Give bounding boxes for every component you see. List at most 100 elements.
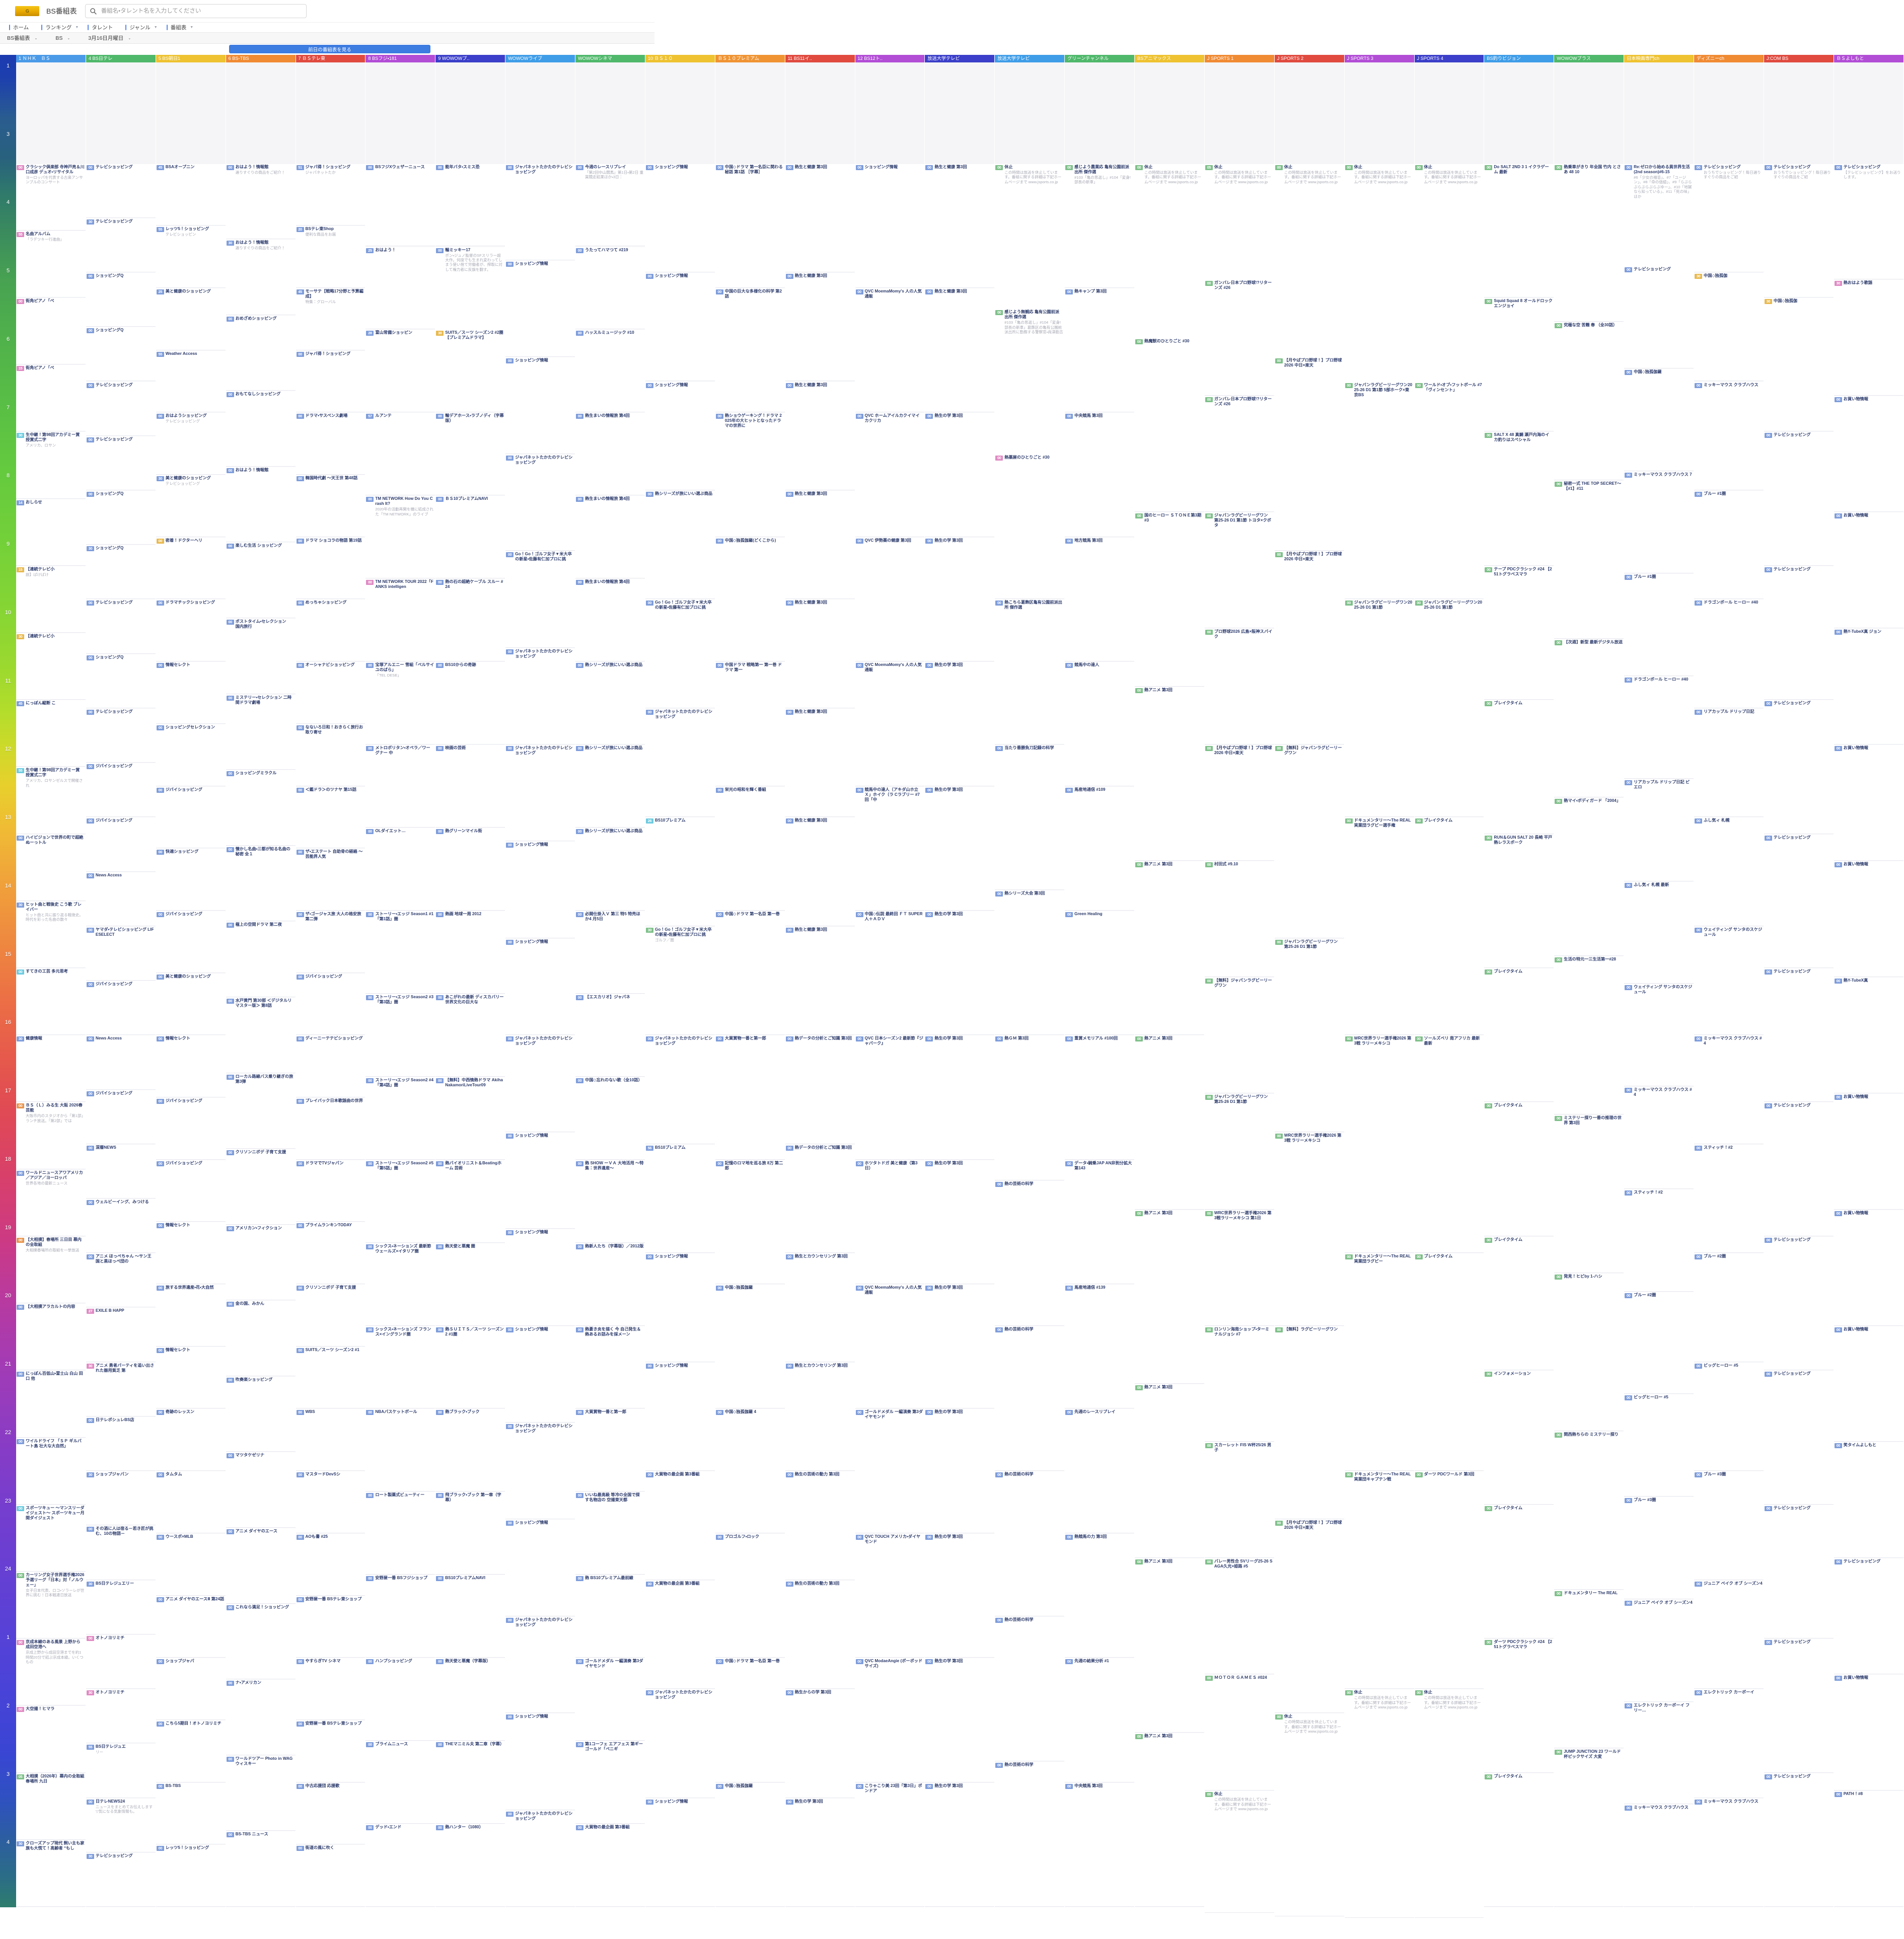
channel-header[interactable]: ディズニーch xyxy=(1694,55,1764,62)
program-cell[interactable]: 00 熱生と健康 第3回 xyxy=(785,817,855,926)
program-cell[interactable]: 00 ジパイショッピング xyxy=(86,817,156,872)
program-cell[interactable]: 00 テレビショッピング xyxy=(1764,1371,1834,1505)
program-cell[interactable]: 00 ショップジャパ xyxy=(156,1658,226,1720)
program-cell[interactable]: 00 中国◇独孤伽羅 xyxy=(715,1285,785,1409)
program-cell[interactable]: 00 映画の芸術 xyxy=(435,745,505,828)
program-cell[interactable]: 30 ショッピングQ xyxy=(86,545,156,600)
channel-header[interactable]: 12 BS12ト.. xyxy=(855,55,925,62)
program-cell[interactable]: 00 【無料】中西情熱ドラマ AkihaNakamoriLiveTour09 xyxy=(435,1077,505,1160)
program-cell[interactable]: 14 おしらせ xyxy=(16,499,86,566)
program-cell[interactable]: 00 熱アニメ 第3回 xyxy=(1135,1384,1204,1558)
program-cell[interactable]: 30 中国◇独孤伽 xyxy=(1764,297,1834,432)
program-cell[interactable]: 00 News Access xyxy=(86,1035,156,1090)
program-cell[interactable]: 00 快適ショッピング xyxy=(156,849,226,911)
program-cell[interactable]: 00 熱生と健康 第3回 xyxy=(785,490,855,600)
program-cell[interactable]: 00 ジャパネットたかたのテレビショッピング xyxy=(505,164,575,260)
program-cell[interactable]: 00 お買い物情報 xyxy=(1834,1210,1903,1326)
program-cell[interactable]: 00 日テレNEWS24 ニュースをまとめてお伝えします▽気になる気象情報も。 xyxy=(86,1798,156,1852)
channel-header[interactable]: J:COM BS xyxy=(1764,55,1834,62)
program-cell[interactable]: 00 おはようショッピング テレビショッピング xyxy=(156,413,226,475)
program-cell[interactable]: 00 ショッピングセレクション xyxy=(156,724,226,786)
program-cell[interactable]: 00 熱生の学 第3回 xyxy=(925,662,995,786)
program-cell[interactable]: 30 健康情報 xyxy=(16,1035,86,1102)
program-cell[interactable]: 00 Re:ゼロから始める異世界生活(2nd season)#6-15 #6「少女の… xyxy=(1624,164,1694,271)
program-cell[interactable]: 00 飛ブラック・ブック 第一章（字幕） xyxy=(435,1492,505,1575)
channel-header[interactable]: グリーンチャンネル xyxy=(1065,55,1134,62)
select-date[interactable]: 3月16日月曜日 ⌄ xyxy=(88,34,131,42)
program-cell[interactable]: 00 中国◇忘れのない歌（全10話） xyxy=(575,1077,645,1160)
program-cell[interactable]: 00 ＜鑑ドラ＞のツナヤ 第15話 xyxy=(296,786,365,849)
program-cell[interactable]: 00 熱の芸術の科学 xyxy=(995,1326,1065,1471)
program-cell[interactable]: 00 熱アニメ 第3回 xyxy=(1135,1733,1204,1907)
program-cell[interactable]: 00 大買賞物一番と第一郎 xyxy=(575,1409,645,1492)
program-cell[interactable]: 00 馬産地通信 #109 xyxy=(1065,786,1134,911)
program-cell[interactable]: 00 ショッピング情報 xyxy=(505,938,575,1035)
program-cell[interactable]: 00 熱画 地球一周 2012 xyxy=(435,911,505,994)
program-cell[interactable]: 00 ショッピング情報 xyxy=(505,1229,575,1326)
program-cell[interactable]: 00 熱 BS10プレミアム最前線 xyxy=(575,1575,645,1658)
program-cell[interactable]: 30 ショップジャパン xyxy=(86,1471,156,1526)
program-cell[interactable]: 00 おはよう！情報館 xyxy=(226,467,296,543)
program-cell[interactable]: 00 エレクトリック カーボーイ xyxy=(1694,1689,1764,1798)
program-cell[interactable]: 00 熱生からの学 第3回 xyxy=(785,1689,855,1798)
program-cell[interactable]: 00 TM NETWORK How Do You Crash It? 2020年の活… xyxy=(365,496,435,579)
program-cell[interactable]: 00 うたってハマつて #219 xyxy=(575,247,645,330)
program-cell[interactable]: 00 村田式 #9.10 xyxy=(1204,861,1274,977)
program-cell[interactable]: 00 ロンリン海南ショップ・ターミナルジョシ #7 xyxy=(1204,1326,1274,1442)
program-cell[interactable]: 00 ジャパンラグビーリーグワン2025-26 D1 第1節 xyxy=(1344,600,1414,817)
program-cell[interactable]: 27 EXILE B HAPP xyxy=(86,1308,156,1362)
program-cell[interactable]: 00 栄光の昭和を輝く番組 xyxy=(715,786,785,911)
program-cell[interactable]: 15 街角ピアノ「ベ xyxy=(16,365,86,432)
program-cell[interactable]: 30 オトノヨリミチ xyxy=(86,1689,156,1744)
program-cell[interactable]: 00 休止 この時間は放送を休止しています。番組に関する詳細は下記ホームページまで … xyxy=(1414,1689,1484,1918)
program-cell[interactable]: 00 テレビショッピング xyxy=(1764,968,1834,1102)
program-cell[interactable]: 00 カーリング女子世界選手権2026 予選リーグ「日本」対「ノルウェー」 女子日本… xyxy=(16,1572,86,1639)
program-cell[interactable]: 00 熱シリーズ大会 第3回 xyxy=(995,890,1065,1035)
program-cell[interactable]: 30 クローズアップ現代 飼い主も家族も大慌て！高齢者 “もし xyxy=(16,1840,86,1907)
program-cell[interactable]: 00 スポーツキュー ～マンスリーダイジェスト～ スポーツキュー月間ダイジェスト xyxy=(16,1505,86,1572)
program-cell[interactable]: 00 RUN＆GUN SALT 20 長崎 平戸 熱レラスポーク xyxy=(1484,834,1554,968)
program-cell[interactable]: 00 当たり番勝負刀記録の科学 xyxy=(995,745,1065,890)
program-cell[interactable]: 00 熱生の学 第3回 xyxy=(925,1160,995,1285)
program-cell[interactable]: 00 中央競馬 第3回 xyxy=(1065,1782,1134,1907)
channel-header[interactable]: 7 ＢＳテレ東 xyxy=(296,55,365,62)
program-cell[interactable]: 00 おはよう！情報館 選りすぐりの商品をご紹介！ xyxy=(226,164,296,240)
program-cell[interactable]: 00 ジパイショッピング xyxy=(86,981,156,1035)
program-cell[interactable]: 00 街道の風に吹く xyxy=(296,1845,365,1907)
program-cell[interactable]: 30 SUITS／スーツ シーズン2 #2圏【プレミアムドラマ】 xyxy=(435,330,505,413)
program-cell[interactable]: 00 【月やぱプロ野球！】プロ野球2026 中日×楽天 xyxy=(1204,745,1274,861)
program-cell[interactable]: 00 ジャパンラグビーリーグワン2025-26 D1 第1節 xyxy=(1414,600,1484,817)
program-cell[interactable]: 00 ジャパネットたかたのテレビショッピング xyxy=(505,745,575,842)
program-cell[interactable]: 00 熱生の学 第3回 xyxy=(925,911,995,1035)
channel-header[interactable]: 8 BSフジ・181 xyxy=(365,55,435,62)
program-cell[interactable]: 00 ジパイショッピング xyxy=(156,1160,226,1222)
program-cell[interactable]: 00 ソールズベリ 南アフリカ 最新 最新 xyxy=(1414,1035,1484,1253)
search-input[interactable] xyxy=(100,8,302,15)
program-cell[interactable]: 00 ショッピング情報 xyxy=(505,1132,575,1229)
channel-header[interactable]: 5 BS朝日1 xyxy=(156,55,226,62)
program-cell[interactable]: 00 ゴールドメダル 一編演奏 第3ダイヤモンド xyxy=(575,1658,645,1741)
program-cell[interactable]: 00 熱バイオリニスト＆Beatingホーム 芸術 xyxy=(435,1160,505,1243)
program-cell[interactable]: 00 テレビショッピング xyxy=(1764,1505,1834,1639)
program-cell[interactable]: 00 ブレイクタイム xyxy=(1484,700,1554,834)
program-cell[interactable]: 00 ハンプショッピング xyxy=(365,1658,435,1741)
program-cell[interactable]: 00 熱生の学 第3回 xyxy=(925,1658,995,1782)
gguide-logo[interactable]: G xyxy=(15,6,39,16)
program-cell[interactable]: 00 熱生の学 第3回 xyxy=(925,537,995,662)
program-cell[interactable]: 00 ゴールドメダル 一編演奏 第3ダイヤモンド xyxy=(855,1409,925,1533)
channel-header[interactable]: WOWOWライブ xyxy=(505,55,575,62)
program-cell[interactable]: 00 第1コーフェ エアフェス 第ギー ゴールド「ペニギ xyxy=(575,1741,645,1824)
program-cell[interactable]: 00 ミステリー探り一番の推理の世界 第3回 xyxy=(1554,1114,1624,1273)
program-cell[interactable]: 00 BS10プレミアムNAVI xyxy=(435,1575,505,1658)
program-cell[interactable]: 00 ショッピング情報 xyxy=(645,1798,715,1907)
program-cell[interactable]: 00 ビッグヒーロー #5 xyxy=(1624,1394,1694,1497)
program-cell[interactable]: 00 ザ・ゴージャス旅 大人の格安旅 第二弾 xyxy=(296,911,365,973)
program-cell[interactable]: 00 ブルー #2圏 xyxy=(1624,1292,1694,1394)
program-cell[interactable]: 00 熱生の学 第3回 xyxy=(925,413,995,537)
program-cell[interactable]: 00 アニメ ダイヤのエースⅡ 第24話 xyxy=(156,1596,226,1658)
program-cell[interactable]: 00 熱天使と悪魔（字幕版） xyxy=(435,1658,505,1741)
program-cell[interactable]: 00 オトノヨリミチ xyxy=(86,1634,156,1689)
program-cell[interactable]: 51 ジャバ得！ショッピング ジャパネットたか xyxy=(296,164,365,226)
program-cell[interactable]: 00 テレビショッピング xyxy=(1764,1236,1834,1371)
program-cell[interactable]: 00 WRC世界ラリー選手権2026 第3戦ラリーメキシコ 第1日 xyxy=(1204,1210,1274,1326)
